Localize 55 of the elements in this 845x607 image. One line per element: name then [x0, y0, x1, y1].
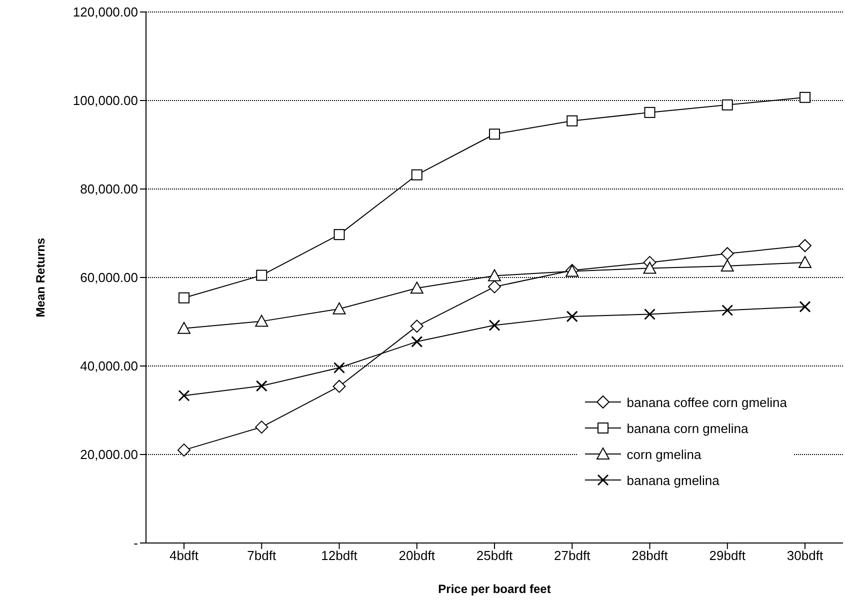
point — [256, 270, 268, 281]
y-tick-label: 120,000.00 — [72, 4, 138, 20]
x-tick-label: 28bdft — [632, 548, 668, 564]
point — [489, 128, 500, 140]
point — [178, 390, 190, 402]
point — [644, 106, 656, 118]
point — [799, 300, 811, 312]
point — [178, 292, 190, 304]
y-tick-label: 100,000.00 — [72, 93, 138, 108]
legend-label: banana corn gmelina — [626, 420, 748, 436]
point — [798, 256, 812, 268]
point — [566, 115, 578, 126]
x-tick-label: 27bdft — [554, 548, 591, 564]
y-tick-label: 20,000.00 — [80, 447, 138, 462]
y-axis-title: Mean Returns — [33, 238, 48, 318]
point — [256, 380, 268, 392]
point — [411, 169, 422, 180]
point — [332, 380, 346, 393]
y-tick-label: 60,000.00 — [80, 270, 138, 286]
point — [332, 302, 346, 314]
point — [410, 320, 424, 333]
point — [800, 92, 810, 103]
x-tick-label: 29bdft — [709, 548, 746, 564]
point — [720, 259, 734, 272]
point — [643, 262, 656, 274]
point — [644, 308, 656, 320]
point — [488, 280, 501, 294]
point — [722, 304, 734, 316]
point — [255, 420, 268, 434]
x-tick-label: 7bdft — [247, 548, 276, 564]
x-tick-label: 25bdft — [476, 548, 513, 564]
y-tick-label: - — [134, 536, 138, 551]
x-tick-label: 20bdft — [398, 548, 436, 564]
x-tick-label: 4bdft — [170, 548, 199, 564]
x-tick-label: 12bdft — [321, 548, 358, 564]
point — [720, 247, 734, 260]
point — [722, 99, 733, 110]
point — [334, 362, 345, 374]
point — [178, 444, 190, 457]
x-tick-label: 30bdft — [786, 548, 824, 564]
legend-label: banana coffee corn gmelina — [626, 394, 787, 410]
point — [255, 314, 268, 327]
point — [798, 239, 812, 252]
point — [566, 310, 578, 322]
x-axis-title: Price per board feet — [438, 582, 551, 596]
point — [488, 320, 500, 332]
legend-label: banana gmelina — [626, 472, 720, 488]
y-tick-label: 80,000.00 — [80, 182, 138, 197]
point — [410, 282, 424, 294]
point — [411, 336, 423, 348]
point — [178, 322, 190, 334]
y-tick-label: 40,000.00 — [80, 358, 138, 374]
point — [488, 269, 501, 282]
point — [334, 229, 345, 240]
legend-label: corn gmelina — [626, 446, 702, 462]
